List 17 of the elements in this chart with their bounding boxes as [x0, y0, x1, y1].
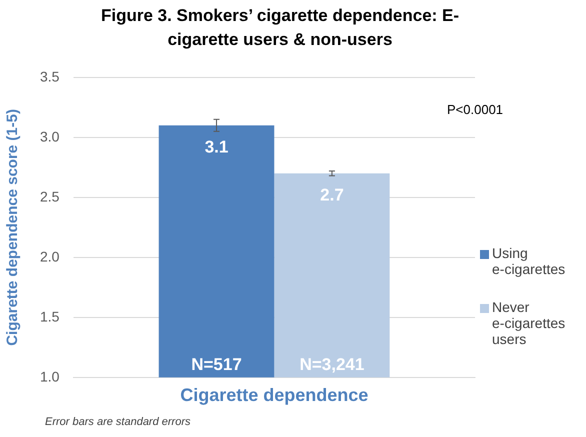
y-tick-label: 1.0: [40, 368, 60, 384]
chart-title: Figure 3. Smokers’ cigarette dependence: E-cigarette users & non-users: [100, 5, 460, 51]
annotation: N=517: [191, 355, 242, 374]
annotation: N=3,241: [300, 355, 364, 374]
x-tick-label: Cigarette dependence: [180, 385, 368, 406]
data-label: 2.7: [320, 186, 344, 205]
y-tick-label: 2.5: [40, 188, 60, 204]
y-tick-label: 3.5: [40, 68, 60, 84]
data-label: 3.1: [204, 138, 228, 157]
y-tick-label: 2.0: [40, 248, 60, 264]
y-tick-label: 1.5: [40, 308, 60, 324]
annotation: P<0.0001: [447, 102, 504, 117]
legend-label: Never e-cigarettes users: [492, 299, 566, 347]
y-tick-label: 3.0: [40, 128, 60, 144]
y-axis-title: Cigarette dependence score (1-5): [4, 109, 22, 346]
text: Error bars are standard errors: [45, 416, 190, 428]
legend-label: Using e-cigarettes: [492, 245, 566, 277]
